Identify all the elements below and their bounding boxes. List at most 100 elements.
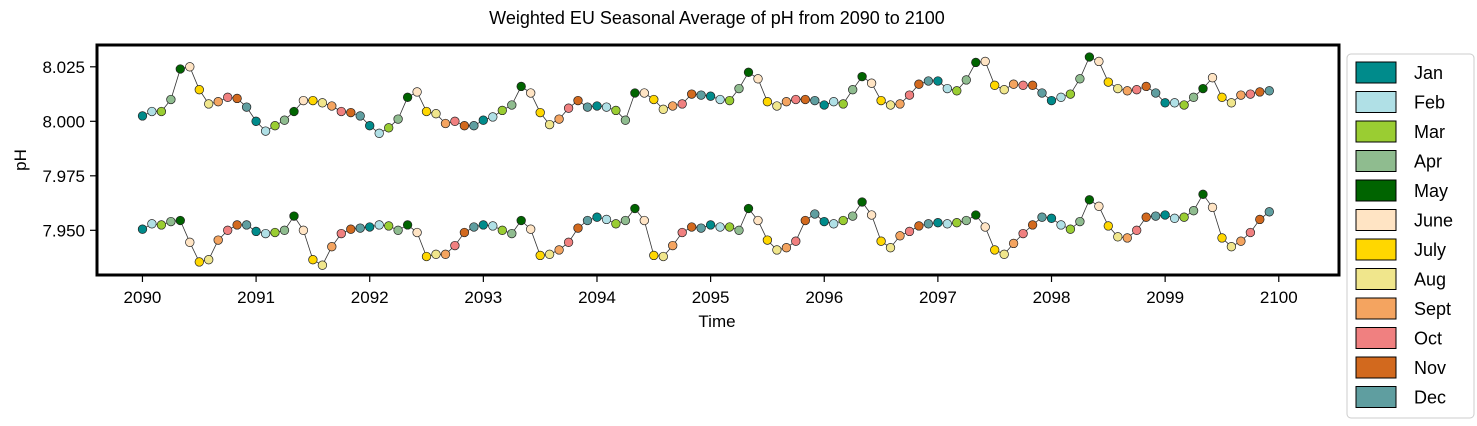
data-point-oct <box>450 240 460 251</box>
data-point-may <box>402 220 413 230</box>
data-point-jan <box>251 226 261 237</box>
legend-label-nov: Nov <box>1414 358 1446 378</box>
data-point-june <box>185 237 195 247</box>
data-point-mar <box>270 121 280 131</box>
data-point-mar <box>1065 89 1076 99</box>
data-point-feb <box>147 106 157 117</box>
data-point-sept <box>213 235 223 245</box>
legend-label-july: July <box>1414 240 1446 260</box>
data-point-nov <box>800 215 810 226</box>
y-tick-label: 7.950 <box>42 221 85 240</box>
data-point-jan <box>365 222 375 232</box>
data-point-may <box>289 106 299 117</box>
data-point-mar <box>838 99 848 109</box>
data-point-apr <box>279 115 290 125</box>
data-point-sept <box>781 243 792 253</box>
data-point-sept <box>554 114 564 124</box>
plot-frame <box>95 43 1341 277</box>
data-point-nov <box>1255 214 1265 225</box>
data-point-aug <box>885 100 896 110</box>
legend-label-june: June <box>1414 211 1453 231</box>
data-point-sept <box>1122 233 1132 243</box>
data-point-june <box>753 74 763 84</box>
data-point-apr <box>961 215 971 226</box>
data-point-oct <box>450 116 460 126</box>
legend-swatch-sept <box>1355 297 1397 320</box>
data-point-jan <box>1046 213 1057 223</box>
x-tick-label: 2091 <box>237 288 275 307</box>
data-point-feb <box>374 128 384 138</box>
data-point-feb <box>1169 98 1180 108</box>
data-point-feb <box>601 214 612 225</box>
data-point-feb <box>488 112 498 122</box>
data-point-sept <box>1008 238 1019 249</box>
data-point-dec <box>355 111 365 121</box>
data-point-sept <box>1008 79 1019 89</box>
data-point-oct <box>1018 228 1028 239</box>
data-point-dec <box>355 223 365 233</box>
data-point-oct <box>223 92 233 102</box>
data-point-june <box>639 215 649 226</box>
data-point-sept <box>327 101 337 111</box>
data-point-aug <box>658 251 668 262</box>
data-point-apr <box>166 216 176 227</box>
data-point-sept <box>668 240 678 251</box>
data-point-june <box>526 88 536 98</box>
data-point-mar <box>952 218 962 228</box>
data-point-oct <box>677 99 687 109</box>
data-point-oct <box>904 90 915 100</box>
x-tick-label: 2100 <box>1260 288 1298 307</box>
data-point-aug <box>772 101 782 111</box>
data-point-jan <box>365 121 375 131</box>
legend-swatch-jan <box>1355 61 1397 84</box>
data-point-jan <box>478 115 488 125</box>
data-point-may <box>630 203 640 214</box>
data-point-jan <box>819 216 829 227</box>
data-point-sept <box>668 101 678 111</box>
data-point-june <box>980 56 990 67</box>
series-line-1 <box>142 56 1270 134</box>
data-point-nov <box>232 93 242 104</box>
x-tick-label: 2096 <box>805 288 843 307</box>
legend-label-dec: Dec <box>1414 388 1446 408</box>
y-tick-label: 8.025 <box>42 58 85 77</box>
data-point-may <box>1198 83 1208 94</box>
data-point-dec <box>696 223 706 233</box>
data-point-july <box>421 251 432 262</box>
x-tick-label: 2098 <box>1033 288 1071 307</box>
data-point-feb <box>488 221 498 231</box>
data-point-feb <box>715 94 725 105</box>
data-point-apr <box>1075 216 1085 227</box>
data-point-july <box>194 85 204 95</box>
data-point-july <box>990 80 1000 90</box>
data-point-mar <box>156 106 167 117</box>
legend-label-mar: Mar <box>1414 122 1445 142</box>
data-point-jan <box>705 91 716 101</box>
data-point-feb <box>260 228 271 239</box>
legend-label-apr: Apr <box>1414 152 1442 172</box>
data-point-dec <box>923 219 934 229</box>
data-point-oct <box>1132 225 1142 235</box>
data-point-mar <box>724 222 735 232</box>
data-point-dec <box>1264 207 1274 217</box>
data-point-sept <box>440 118 451 129</box>
data-point-dec <box>810 95 820 106</box>
data-point-nov <box>687 89 697 99</box>
data-point-may <box>971 57 981 68</box>
data-point-july <box>762 235 773 245</box>
data-point-apr <box>1188 206 1199 216</box>
data-point-june <box>298 95 309 106</box>
data-point-july <box>308 95 318 106</box>
data-point-may <box>1084 195 1095 205</box>
data-point-june <box>412 87 422 97</box>
data-point-feb <box>942 83 952 94</box>
legend-label-jan: Jan <box>1414 63 1443 83</box>
data-point-june <box>753 215 763 226</box>
data-point-nov <box>232 220 242 230</box>
data-point-july <box>876 236 886 246</box>
x-tick-label: 2097 <box>919 288 957 307</box>
data-point-dec <box>1037 88 1047 98</box>
data-point-july <box>649 94 659 105</box>
data-point-aug <box>999 85 1009 95</box>
